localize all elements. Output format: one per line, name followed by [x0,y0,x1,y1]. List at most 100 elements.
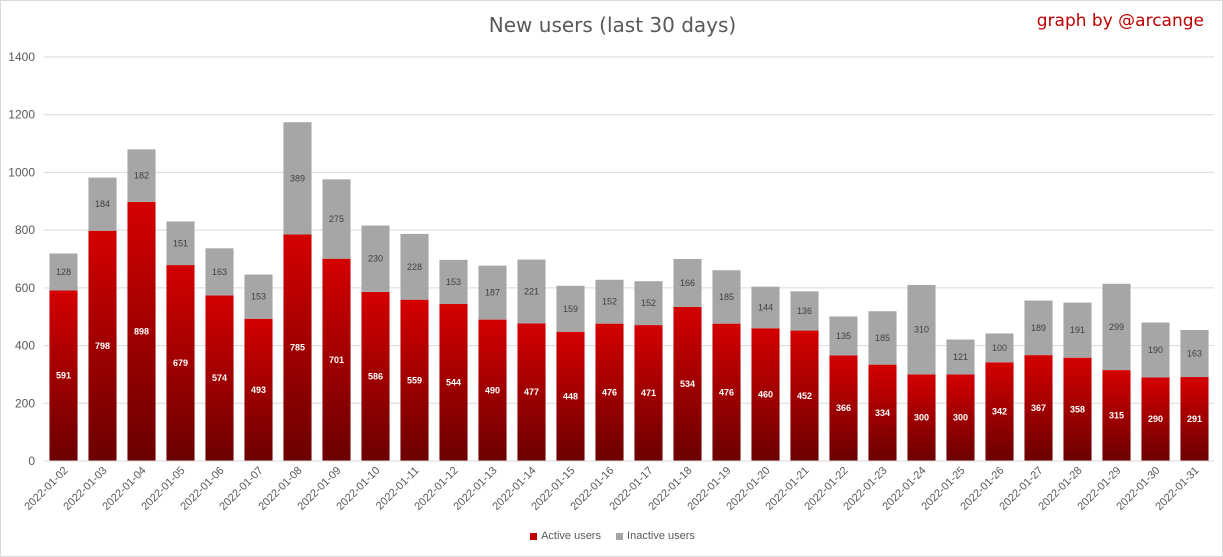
legend-label-inactive: Inactive users [627,530,695,542]
data-label-inactive: 121 [953,352,968,362]
bar-active [868,364,897,461]
bar-inactive [400,233,429,300]
data-label-inactive: 100 [992,343,1007,353]
y-tick-label: 0 [28,454,35,468]
bar-inactive [751,286,780,329]
data-label-inactive: 185 [875,333,890,343]
bar-active [751,328,780,461]
bar-inactive [88,177,117,231]
bar-inactive [517,259,546,324]
data-label-inactive: 310 [914,325,929,335]
bar-active [244,318,273,461]
bar-inactive [556,285,585,332]
bar-active [556,331,585,461]
data-label-inactive: 153 [446,277,461,287]
bar-inactive [829,316,858,356]
bar-active [49,290,78,461]
bar-active [1180,377,1209,461]
bar-active [790,330,819,461]
data-label-inactive: 389 [290,173,305,183]
y-tick-label: 1200 [8,108,35,122]
bar-inactive [166,221,195,266]
bar-active [985,362,1014,461]
data-label-active: 366 [836,403,851,413]
bar-inactive [1102,283,1131,371]
bar-inactive [283,122,312,235]
data-label-active: 591 [56,371,71,381]
bar-inactive [790,291,819,331]
data-label-inactive: 191 [1070,325,1085,335]
data-label-active: 291 [1187,414,1202,424]
bar-active [946,374,975,461]
data-label-active: 290 [1148,414,1163,424]
legend-swatch-inactive [616,532,624,540]
legend-label-active: Active users [541,530,601,542]
data-label-inactive: 230 [368,254,383,264]
bar-active [829,355,858,461]
bar-active [1063,357,1092,461]
data-label-active: 448 [563,391,578,401]
data-label-active: 300 [953,413,968,423]
data-label-inactive: 151 [173,238,188,248]
data-label-inactive: 166 [680,278,695,288]
bar-inactive [1063,302,1092,358]
data-label-active: 452 [797,391,812,401]
chart-credit: graph by @arcange [1036,11,1204,31]
bar-inactive [478,265,507,320]
data-label-inactive: 187 [485,288,500,298]
bar-inactive [868,311,897,365]
data-label-active: 701 [329,355,344,365]
legend-swatch-active [530,532,538,540]
bar-active [517,323,546,461]
data-label-inactive: 152 [602,297,617,307]
bar-inactive [595,279,624,324]
data-label-active: 334 [875,408,890,418]
bar-inactive [1141,322,1170,378]
data-label-active: 477 [524,387,539,397]
data-label-active: 798 [95,341,110,351]
data-label-inactive: 128 [56,267,71,277]
data-label-active: 471 [641,388,656,398]
bar-inactive [322,179,351,259]
chart-title: New users (last 30 days) [488,13,737,37]
bar-inactive [673,259,702,307]
data-label-active: 534 [680,379,695,389]
bar-inactive [985,333,1014,363]
bar-active [1024,355,1053,461]
data-label-inactive: 135 [836,331,851,341]
y-tick-label: 200 [15,396,35,410]
data-label-inactive: 182 [134,171,149,181]
y-tick-label: 600 [15,281,35,295]
bar-active [1102,370,1131,461]
data-label-active: 785 [290,343,305,353]
data-label-inactive: 190 [1148,345,1163,355]
legend-item-active: Active users [530,530,601,542]
bar-active [205,295,234,461]
bar-inactive [1180,329,1209,378]
data-label-inactive: 221 [524,286,539,296]
bar-active [127,201,156,461]
bar-inactive [49,253,78,291]
data-label-inactive: 144 [758,302,773,312]
bar-active [400,299,429,461]
bar-active [439,304,468,461]
data-label-active: 586 [368,371,383,381]
data-label-active: 898 [134,326,149,336]
bar-inactive [712,270,741,324]
data-label-active: 342 [992,407,1007,417]
data-label-active: 679 [173,358,188,368]
data-label-active: 544 [446,378,461,388]
bar-inactive [361,225,390,292]
data-label-inactive: 152 [641,298,656,308]
data-label-inactive: 159 [563,304,578,314]
data-label-inactive: 299 [1109,322,1124,332]
data-label-inactive: 184 [95,199,110,209]
bar-active [478,319,507,461]
bar-active [166,265,195,461]
bar-active [88,230,117,461]
data-label-active: 460 [758,390,773,400]
bar-active [907,374,936,461]
data-label-inactive: 163 [1187,349,1202,359]
data-label-active: 476 [602,387,617,397]
